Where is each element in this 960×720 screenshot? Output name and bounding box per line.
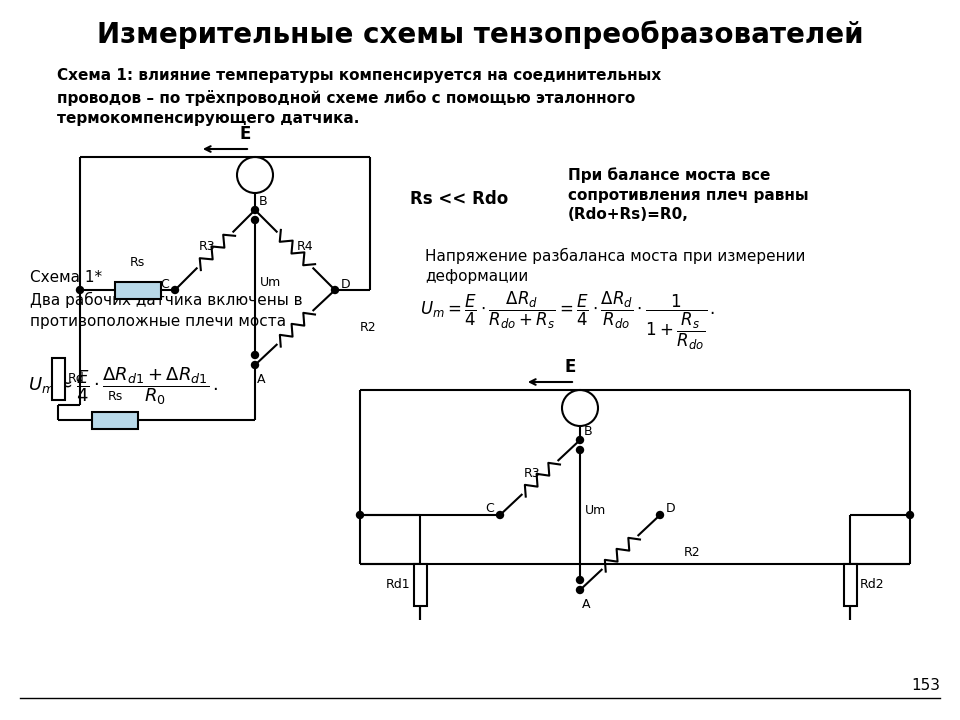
Text: $U_m = \dfrac{E}{4} \cdot \dfrac{\Delta R_d}{R_{do} + R_s} = \dfrac{E}{4} \cdot : $U_m = \dfrac{E}{4} \cdot \dfrac{\Delta …	[420, 290, 715, 352]
Text: A: A	[582, 598, 590, 611]
Text: R2: R2	[684, 546, 700, 559]
Bar	[414, 564, 426, 606]
Text: Um: Um	[260, 276, 281, 289]
Bar	[92, 412, 138, 428]
Circle shape	[252, 217, 258, 223]
Text: Um: Um	[585, 503, 607, 516]
Circle shape	[657, 511, 663, 518]
Circle shape	[577, 587, 584, 593]
Bar	[52, 358, 64, 400]
Text: Измерительные схемы тензопреобразователей: Измерительные схемы тензопреобразователе…	[97, 20, 863, 49]
Text: Rd2: Rd2	[860, 578, 884, 592]
Circle shape	[577, 577, 584, 583]
Text: Rd1: Rd1	[385, 578, 410, 592]
Text: A: A	[257, 373, 266, 386]
Circle shape	[252, 207, 258, 214]
Circle shape	[577, 446, 584, 454]
Circle shape	[496, 511, 503, 518]
Circle shape	[356, 511, 364, 518]
Text: E: E	[564, 358, 576, 376]
Text: Rs << Rdo: Rs << Rdo	[410, 190, 508, 208]
Text: R2: R2	[360, 321, 376, 334]
Circle shape	[252, 361, 258, 369]
Text: D: D	[666, 503, 676, 516]
Circle shape	[906, 511, 914, 518]
Circle shape	[77, 287, 84, 294]
Text: Схема 1*
Два рабочих датчика включены в
противоположные плечи моста: Схема 1* Два рабочих датчика включены в …	[30, 270, 302, 329]
Text: R3: R3	[524, 467, 540, 480]
Circle shape	[577, 436, 584, 444]
Text: Rs: Rs	[108, 390, 123, 403]
Text: D: D	[341, 277, 350, 290]
Circle shape	[172, 287, 179, 294]
Text: Напряжение разбаланса моста при измерении
деформации: Напряжение разбаланса моста при измерени…	[425, 248, 805, 284]
Text: C: C	[160, 277, 169, 290]
Text: При балансе моста все
сопротивления плеч равны
(Rdo+Rs)=R0,: При балансе моста все сопротивления плеч…	[568, 167, 808, 222]
Circle shape	[331, 287, 339, 294]
Text: B: B	[259, 195, 268, 208]
Text: 153: 153	[911, 678, 940, 693]
Bar	[844, 564, 856, 606]
Circle shape	[252, 351, 258, 359]
Text: E: E	[239, 125, 251, 143]
Text: Схема 1: влияние температуры компенсируется на соединительных
проводов – по трёх: Схема 1: влияние температуры компенсируе…	[57, 68, 661, 127]
Text: $U_m \approx \dfrac{E}{4} \cdot \dfrac{\Delta R_{d1} + \Delta R_{d1}}{R_0}\,.$: $U_m \approx \dfrac{E}{4} \cdot \dfrac{\…	[28, 365, 218, 407]
Text: C: C	[485, 503, 494, 516]
Bar	[114, 282, 160, 299]
Text: B: B	[584, 425, 592, 438]
Text: R4: R4	[297, 240, 313, 253]
Text: R3: R3	[199, 240, 215, 253]
Text: Rs: Rs	[130, 256, 145, 269]
Text: Rd: Rd	[68, 372, 84, 385]
